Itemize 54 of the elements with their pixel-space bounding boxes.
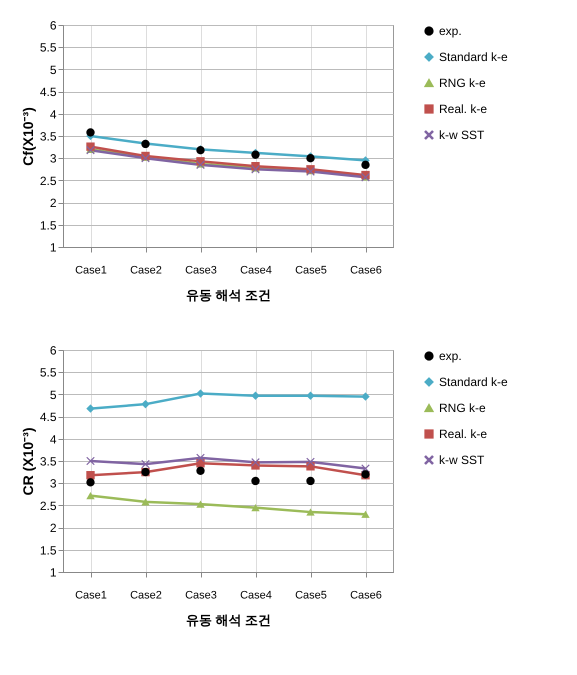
x-tick-label: Case3 <box>185 264 217 276</box>
legend-label: Real. k-e <box>439 102 488 116</box>
y-tick-label: 6 <box>50 18 57 32</box>
x-tick-label: Case5 <box>295 264 327 276</box>
legend-label: k-w SST <box>439 128 486 142</box>
point <box>361 160 370 170</box>
y-tick-label: 1.5 <box>40 543 57 558</box>
point <box>306 476 315 486</box>
x-tick-label: Case5 <box>295 590 327 602</box>
x-tick-label: Case1 <box>75 590 107 602</box>
x-tick-label: Case3 <box>185 590 217 602</box>
y-tick-label: 6 <box>50 344 57 358</box>
y-axis-title: CR (X10⁻³) <box>20 427 36 496</box>
x-tick-label: Case2 <box>130 264 162 276</box>
point <box>251 476 260 486</box>
x-tick-label: Case4 <box>240 590 272 602</box>
y-tick-label: 2 <box>50 196 57 210</box>
legend-label: Real. k-e <box>439 427 488 441</box>
legend-label: k-w SST <box>439 453 486 467</box>
y-tick-label: 4 <box>50 432 57 446</box>
y-tick-label: 1 <box>50 240 57 254</box>
y-tick-label: 3 <box>50 476 57 491</box>
y-tick-label: 5.5 <box>40 366 57 380</box>
y-tick-label: 3.5 <box>40 454 57 468</box>
point <box>86 478 95 486</box>
legend-label: exp. <box>439 24 462 38</box>
x-axis-title: 유동 해석 조건 <box>186 288 272 302</box>
point <box>86 128 95 137</box>
legend-label: RNG k-e <box>439 76 486 90</box>
y-tick-label: 4.5 <box>40 410 57 424</box>
y-axis-title: Cf(X10⁻³) <box>20 107 36 166</box>
y-tick-label: 2.5 <box>40 498 57 513</box>
x-tick-label: Case2 <box>130 590 162 602</box>
legend-label: Standard k-e <box>439 50 508 64</box>
y-tick-label: 5 <box>50 388 57 402</box>
y-tick-label: 1.5 <box>40 218 57 232</box>
x-tick-label: Case1 <box>75 264 107 276</box>
x-tick-label: Case6 <box>350 590 382 602</box>
y-tick-label: 4 <box>50 107 57 122</box>
y-tick-label: 2.5 <box>40 174 57 188</box>
y-tick-label: 5.5 <box>40 40 57 55</box>
y-tick-label: 1 <box>50 566 57 580</box>
legend-label: Standard k-e <box>439 375 508 389</box>
x-axis-title: 유동 해석 조건 <box>186 612 272 628</box>
y-tick-label: 2 <box>50 521 57 536</box>
y-tick-label: 4.5 <box>40 85 57 100</box>
x-tick-label: Case4 <box>240 264 272 276</box>
y-tick-label: 3 <box>50 152 57 166</box>
point <box>196 466 205 475</box>
legend-label: exp. <box>439 349 462 363</box>
y-tick-label: 5 <box>50 62 57 77</box>
legend-label: RNG k-e <box>439 401 486 415</box>
y-tick-label: 3.5 <box>40 130 57 144</box>
x-tick-label: Case6 <box>350 264 382 276</box>
